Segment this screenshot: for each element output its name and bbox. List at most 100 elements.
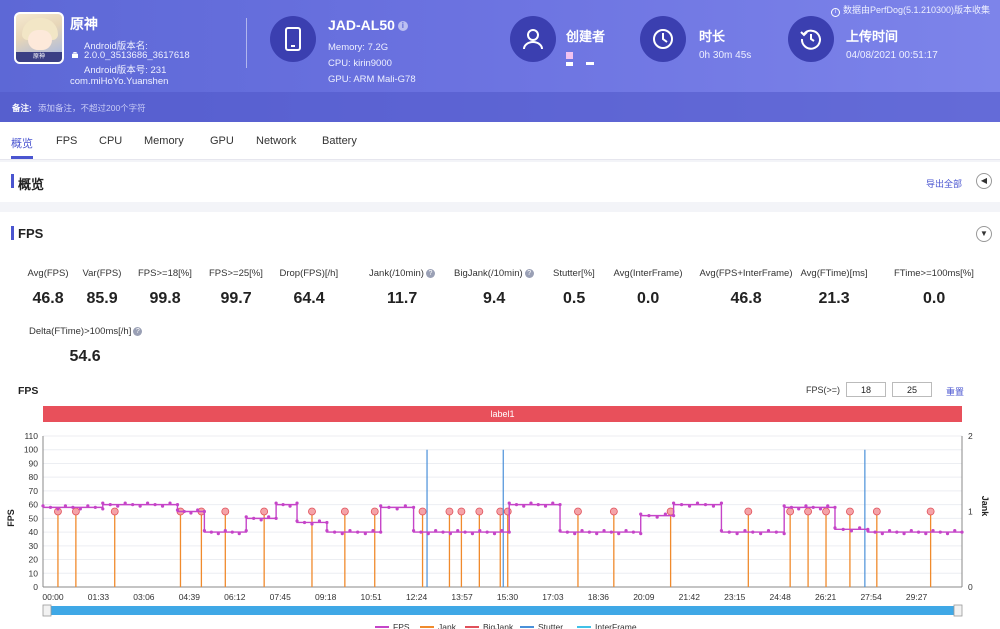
fps-section-bar bbox=[11, 226, 14, 240]
reset-link[interactable]: 重置 bbox=[946, 387, 965, 397]
fps-point bbox=[960, 530, 964, 534]
metric-value: 46.8 bbox=[730, 290, 762, 307]
fps-threshold-label: FPS(>=) bbox=[806, 385, 841, 395]
label-bar[interactable]: label1 bbox=[43, 406, 962, 422]
fps-point bbox=[507, 501, 511, 505]
fps-point bbox=[202, 509, 206, 514]
metric-value: 21.3 bbox=[818, 290, 850, 307]
fps-point bbox=[456, 528, 460, 533]
y2-axis-label: Jank bbox=[980, 496, 990, 518]
fps-chart[interactable]: 0 10 20 30 40 50 60 70 80 90 100 110 0 1 2 FPS Jank 00:00… bbox=[0, 424, 1000, 629]
x-tick-label: 27:54 bbox=[860, 592, 882, 602]
help-icon[interactable]: ? bbox=[425, 268, 435, 278]
x-tick-label: 29:27 bbox=[906, 592, 928, 602]
fps-point bbox=[759, 531, 763, 536]
fps-point bbox=[182, 509, 186, 514]
bigjank-marker bbox=[926, 507, 935, 516]
fps-point bbox=[782, 504, 786, 508]
metric-label: Jank(/10min)? bbox=[369, 268, 435, 279]
app-version-label: Android版本名: bbox=[84, 41, 148, 52]
fps-point bbox=[782, 531, 786, 536]
fps-point bbox=[340, 531, 344, 536]
fps-point bbox=[617, 531, 621, 536]
fps-point bbox=[325, 520, 329, 525]
fps-point bbox=[671, 514, 676, 518]
fps-point bbox=[379, 504, 383, 508]
fps-point bbox=[695, 501, 700, 505]
fps-point bbox=[655, 515, 659, 519]
x-tick-label: 03:06 bbox=[133, 592, 155, 602]
bigjank-marker bbox=[445, 507, 454, 516]
metric-value: 46.8 bbox=[32, 290, 64, 307]
fps-point bbox=[281, 503, 285, 507]
fps-point bbox=[252, 516, 256, 520]
fps-point bbox=[671, 501, 676, 505]
overview-title: 概览 bbox=[18, 177, 45, 192]
help-icon[interactable]: ? bbox=[133, 326, 143, 336]
fps-point bbox=[274, 516, 278, 520]
tab-cpu[interactable]: CPU bbox=[99, 135, 123, 147]
fps-point bbox=[63, 504, 68, 508]
fps-threshold-input-1[interactable] bbox=[846, 382, 886, 397]
fps-point bbox=[931, 528, 935, 533]
fps-point bbox=[833, 526, 837, 530]
creator-redacted bbox=[566, 52, 573, 59]
scroll-handle-right bbox=[953, 604, 963, 617]
fps-chart-title: FPS bbox=[18, 385, 39, 397]
tab-gpu[interactable]: GPU bbox=[210, 135, 234, 147]
fps-point bbox=[826, 504, 830, 508]
fps-point bbox=[411, 505, 416, 509]
collapse-left-icon[interactable]: ◀ bbox=[976, 173, 992, 189]
bigjank-marker bbox=[71, 507, 80, 516]
fps-point bbox=[938, 530, 942, 534]
device-gpu: GPU: ARM Mali-G78 bbox=[328, 74, 416, 85]
y-tick-label: 100 bbox=[24, 445, 38, 455]
creator-redacted-2 bbox=[566, 62, 573, 66]
note-input[interactable]: 添加备注，不超过200个字符 bbox=[38, 103, 146, 113]
help-icon[interactable]: ? bbox=[524, 268, 534, 278]
fps-point bbox=[426, 531, 430, 536]
fps-point bbox=[841, 527, 845, 531]
y-axis-label: FPS bbox=[6, 509, 16, 527]
note-bar bbox=[0, 92, 1000, 122]
fps-point bbox=[858, 526, 862, 530]
fps-point bbox=[463, 530, 467, 534]
fps-threshold-input-2[interactable] bbox=[892, 382, 932, 397]
fps-point bbox=[492, 531, 497, 536]
metric-label: Avg(FPS+InterFrame) bbox=[699, 268, 793, 279]
fps-point bbox=[639, 512, 643, 516]
x-tick-label: 06:12 bbox=[224, 592, 246, 602]
fps-point bbox=[924, 531, 928, 536]
scroll-handle-left bbox=[42, 604, 52, 617]
tab-memory[interactable]: Memory bbox=[144, 135, 184, 147]
fps-point bbox=[743, 528, 747, 533]
tab-network[interactable]: Network bbox=[256, 135, 297, 147]
tab-fps[interactable]: FPS bbox=[56, 135, 78, 147]
x-tick-label: 26:21 bbox=[815, 592, 837, 602]
duration-value: 0h 30m 45s bbox=[699, 50, 752, 61]
chevron-down-icon[interactable]: ▼ bbox=[976, 226, 992, 242]
metric-value: 0.5 bbox=[563, 290, 586, 307]
fps-point bbox=[880, 531, 884, 536]
info-icon[interactable]: i bbox=[397, 21, 408, 32]
fps-point bbox=[895, 530, 899, 534]
user-icon bbox=[510, 16, 556, 62]
fps-point bbox=[536, 503, 540, 507]
fps-point bbox=[196, 508, 200, 512]
fps-point bbox=[727, 530, 731, 534]
fps-point bbox=[735, 531, 739, 536]
report-header: 原神 原神 Android版本名: 2.0.0_3513686_3617618 … bbox=[0, 0, 1000, 122]
export-all-link[interactable]: 导出全部 bbox=[926, 179, 963, 189]
tab-battery[interactable]: Battery bbox=[322, 135, 357, 147]
fps-point bbox=[379, 530, 383, 534]
fps-series-line bbox=[43, 503, 962, 533]
fps-point bbox=[175, 503, 180, 507]
fps-point bbox=[543, 504, 548, 508]
tab-overview[interactable]: 概览 bbox=[11, 138, 33, 150]
y2-tick-label: 1 bbox=[968, 507, 973, 517]
fps-point bbox=[267, 515, 271, 519]
fps-point bbox=[189, 511, 193, 515]
bigjank-marker bbox=[846, 507, 854, 516]
fps-point bbox=[679, 503, 684, 507]
